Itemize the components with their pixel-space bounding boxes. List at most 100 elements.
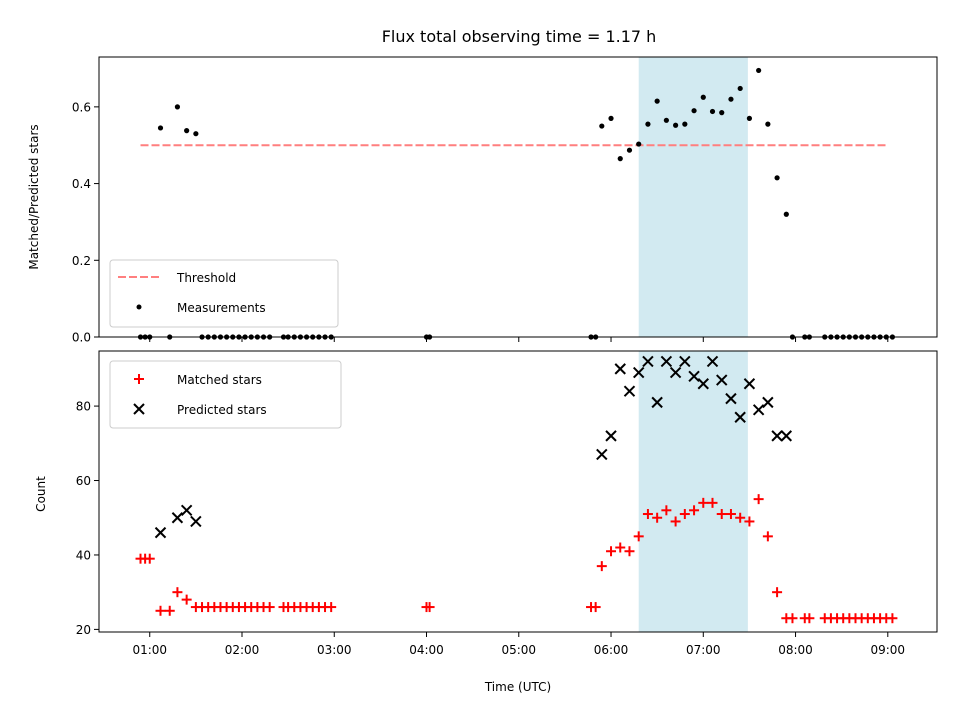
measurement-point xyxy=(617,156,623,162)
matched-star-point xyxy=(642,509,653,520)
matched-star-point xyxy=(772,587,783,598)
matched-star-point xyxy=(735,512,746,523)
matched-star-point xyxy=(615,542,626,553)
top-axes-frame xyxy=(98,56,938,338)
bottom-panel: 20 40 60 80 01:00 02:00 03:00 04:00 05:00 06:00 0… xyxy=(34,350,938,694)
matched-star-point xyxy=(633,531,644,542)
matched-star-point xyxy=(172,587,183,598)
matched-star-point xyxy=(424,602,435,613)
measurement-point xyxy=(599,123,605,129)
measurement-point xyxy=(174,104,181,110)
predicted-star-point xyxy=(660,355,673,368)
measurement-point xyxy=(608,115,614,121)
legend-matched-marker xyxy=(134,374,144,384)
legend-threshold-label: Threshold xyxy=(176,271,236,285)
measurement-point xyxy=(691,108,697,114)
predicted-star-point xyxy=(688,370,700,383)
matched-star-point xyxy=(716,509,727,520)
matched-star-point xyxy=(762,531,773,542)
top-ytick-label: 0.2 xyxy=(72,254,91,268)
matched-star-point xyxy=(804,613,815,624)
bottom-ytick-label: 60 xyxy=(76,474,91,488)
bottom-xtick-label: 07:00 xyxy=(686,643,721,657)
matched-star-point xyxy=(887,613,898,624)
predicted-star-point xyxy=(743,378,756,390)
legend-predicted-swatch xyxy=(133,403,145,415)
legend-measurements-label: Measurements xyxy=(177,301,266,315)
bottom-xtick-label: 08:00 xyxy=(778,643,813,657)
matched-star-point xyxy=(326,602,337,613)
matched-star-point xyxy=(624,546,635,557)
top-ytick-label: 0.4 xyxy=(72,177,91,191)
predicted-star-point xyxy=(651,396,663,409)
matched-star-point xyxy=(707,497,718,508)
measurement-point xyxy=(728,96,734,102)
measurement-point xyxy=(184,128,190,134)
predicted-star-point xyxy=(762,396,774,409)
measurement-point xyxy=(709,108,716,115)
bottom-observing-span xyxy=(638,351,748,632)
predicted-star-point xyxy=(642,355,654,368)
top-legend-box xyxy=(109,259,339,328)
matched-star-point xyxy=(264,602,275,613)
matched-star-point xyxy=(144,553,155,564)
predicted-star-point xyxy=(632,366,645,379)
measurement-point xyxy=(774,175,780,181)
bottom-ytick-label: 40 xyxy=(76,548,91,562)
measurement-point xyxy=(663,117,669,123)
predicted-star-point xyxy=(697,378,709,390)
predicted-star-point xyxy=(780,430,793,442)
bottom-xtick-label: 09:00 xyxy=(870,643,905,657)
measurement-point xyxy=(682,121,688,127)
predicted-star-point xyxy=(605,430,617,442)
predicted-star-point xyxy=(180,504,193,517)
bottom-ytick-label: 80 xyxy=(76,400,91,414)
matched-star-point xyxy=(744,516,755,527)
matched-star-point xyxy=(652,512,663,523)
top-y-axis-label: Matched/Predicted stars xyxy=(27,124,41,269)
bottom-xtick-label: 05:00 xyxy=(501,643,536,657)
measurement-point xyxy=(645,121,651,127)
matched-star-point xyxy=(753,494,764,505)
predicted-star-point xyxy=(752,404,765,416)
top-ytick-label: 0.6 xyxy=(72,100,91,114)
top-legend: Threshold Measurements xyxy=(109,259,339,328)
bottom-xtick-label: 04:00 xyxy=(409,643,444,657)
predicted-star-point xyxy=(669,366,682,379)
measurement-point xyxy=(756,67,762,74)
matched-star-point xyxy=(787,613,798,624)
matched-star-point xyxy=(661,505,672,516)
matched-star-point xyxy=(596,561,607,572)
bottom-axes-frame xyxy=(98,350,938,633)
top-panel: 0.0 0.2 0.4 0.6 Matched/Predicted stars Thr… xyxy=(27,56,938,345)
matched-star-point xyxy=(606,546,617,557)
measurement-point xyxy=(783,211,789,217)
measurement-point xyxy=(765,121,771,127)
matched-star-point xyxy=(590,602,601,613)
matched-star-point xyxy=(698,497,709,508)
predicted-star-point xyxy=(190,515,202,528)
matched-star-point xyxy=(181,594,192,605)
predicted-star-point xyxy=(614,363,626,375)
legend-predicted-marker xyxy=(133,403,145,415)
measurement-point xyxy=(626,147,633,153)
matched-star-point xyxy=(725,509,736,520)
bottom-xtick-label: 03:00 xyxy=(317,643,352,657)
measurement-point xyxy=(636,141,642,147)
legend-measurement-swatch xyxy=(136,304,142,310)
legend-predicted-label: Predicted stars xyxy=(177,403,267,417)
x-axis-label: Time (UTC) xyxy=(484,680,551,694)
measurement-point xyxy=(157,125,164,131)
measurement-point xyxy=(673,122,679,128)
top-ytick-label: 0.0 xyxy=(72,331,91,345)
measurement-point xyxy=(746,115,753,121)
bottom-y-axis-label: Count xyxy=(34,476,48,512)
bottom-ytick-label: 20 xyxy=(76,623,91,637)
predicted-star-point xyxy=(771,430,783,442)
measurement-point xyxy=(193,131,199,137)
predicted-star-point xyxy=(623,385,636,397)
predicted-star-point xyxy=(596,448,608,461)
bottom-xtick-label: 01:00 xyxy=(132,643,167,657)
predicted-star-point xyxy=(734,411,746,423)
measurement-point xyxy=(654,98,660,104)
